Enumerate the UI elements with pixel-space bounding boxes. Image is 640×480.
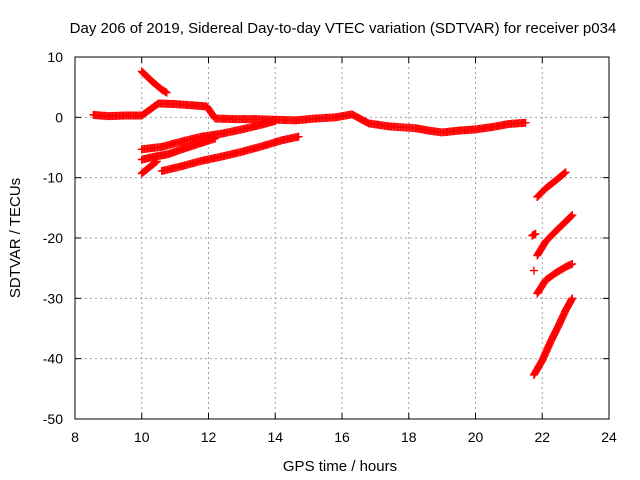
data-series xyxy=(528,229,540,240)
y-tick-label: -20 xyxy=(43,230,63,246)
data-series xyxy=(157,132,303,176)
data-point-marker xyxy=(568,259,577,268)
y-tick-label: 10 xyxy=(47,49,63,65)
y-tick-label: -30 xyxy=(43,290,63,306)
data-points xyxy=(89,67,577,379)
data-point-marker xyxy=(566,212,575,221)
y-tick-label: 0 xyxy=(55,109,63,125)
grid-lines xyxy=(75,57,609,419)
data-point-marker xyxy=(531,229,540,238)
data-series xyxy=(533,168,570,201)
x-tick-label: 12 xyxy=(201,429,217,445)
x-tick-labels: 8 10 12 14 16 18 20 22 24 xyxy=(71,429,617,445)
data-series xyxy=(137,67,171,97)
x-tick-label: 20 xyxy=(468,429,484,445)
y-tick-label: -10 xyxy=(43,170,63,186)
data-point-marker xyxy=(529,266,538,275)
data-series xyxy=(89,99,530,137)
data-series xyxy=(529,294,577,379)
data-point-marker xyxy=(568,294,577,303)
x-tick-label: 10 xyxy=(134,429,150,445)
data-point-marker xyxy=(271,116,280,125)
x-axis-title: GPS time / hours xyxy=(283,458,397,475)
x-tick-label: 18 xyxy=(401,429,417,445)
y-tick-label: -40 xyxy=(43,351,63,367)
axis-ticks xyxy=(74,56,610,420)
chart-title: Day 206 of 2019, Sidereal Day-to-day VTE… xyxy=(70,20,617,37)
x-tick-label: 14 xyxy=(267,429,283,445)
data-point-marker xyxy=(521,118,530,127)
data-point-marker xyxy=(161,87,170,96)
data-series xyxy=(137,134,220,164)
x-tick-label: 22 xyxy=(534,429,550,445)
y-tick-labels: -50 -40 -30 -20 -10 0 10 xyxy=(43,49,63,427)
y-tick-label: -50 xyxy=(43,411,63,427)
y-axis-title: SDTVAR / TECUs xyxy=(7,178,24,298)
data-point-marker xyxy=(568,211,577,220)
data-series xyxy=(137,157,161,178)
data-point-marker xyxy=(294,132,303,141)
data-point-marker xyxy=(152,157,161,166)
x-tick-label: 16 xyxy=(334,429,350,445)
data-series xyxy=(137,116,280,154)
x-tick-label: 8 xyxy=(71,429,79,445)
data-point-marker xyxy=(567,212,576,221)
data-point-marker xyxy=(560,169,569,178)
data-point-marker xyxy=(211,134,220,143)
data-series xyxy=(533,259,577,298)
data-series xyxy=(529,266,538,275)
data-point-marker xyxy=(162,88,171,97)
x-tick-label: 24 xyxy=(601,429,617,445)
data-series xyxy=(533,211,577,260)
data-point-marker xyxy=(561,168,570,177)
data-point-marker xyxy=(151,158,160,167)
